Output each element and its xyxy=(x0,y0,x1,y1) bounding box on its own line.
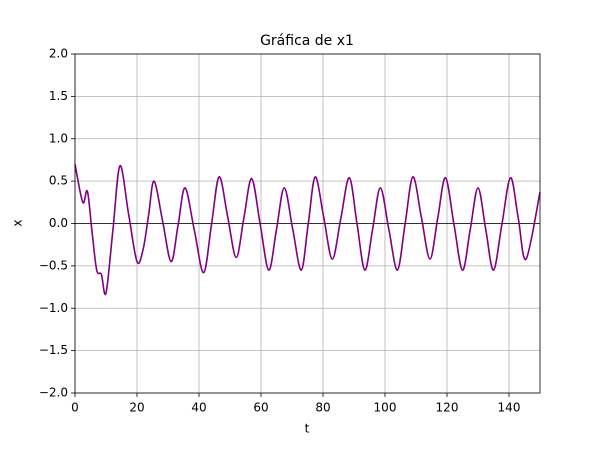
y-tick-label: 1.5 xyxy=(49,89,68,103)
y-tick-label: 0.5 xyxy=(49,174,68,188)
chart-title: Gráfica de x1 xyxy=(260,33,354,49)
x-tick-label: 120 xyxy=(436,401,459,415)
y-tick-label: −2.0 xyxy=(39,386,68,400)
x-axis-label: t xyxy=(305,422,310,436)
x-tick-label: 20 xyxy=(129,401,144,415)
y-tick-label: −0.5 xyxy=(39,258,68,272)
y-tick-label: 1.0 xyxy=(49,131,68,145)
y-tick-label: −1.5 xyxy=(39,343,68,357)
plot-frame xyxy=(74,53,541,394)
y-tick-label: −1.0 xyxy=(39,301,68,315)
x-tick-label: 0 xyxy=(71,401,79,415)
y-tick-label: 0.0 xyxy=(49,216,68,230)
x-tick-label: 80 xyxy=(315,401,330,415)
y-axis-label: x xyxy=(11,219,25,226)
x-tick-label: 140 xyxy=(498,401,521,415)
y-tick-label: 2.0 xyxy=(49,47,68,61)
x-tick-label: 100 xyxy=(374,401,397,415)
x-tick-label: 60 xyxy=(253,401,268,415)
line-series xyxy=(74,164,541,296)
x-tick-label: 40 xyxy=(191,401,206,415)
